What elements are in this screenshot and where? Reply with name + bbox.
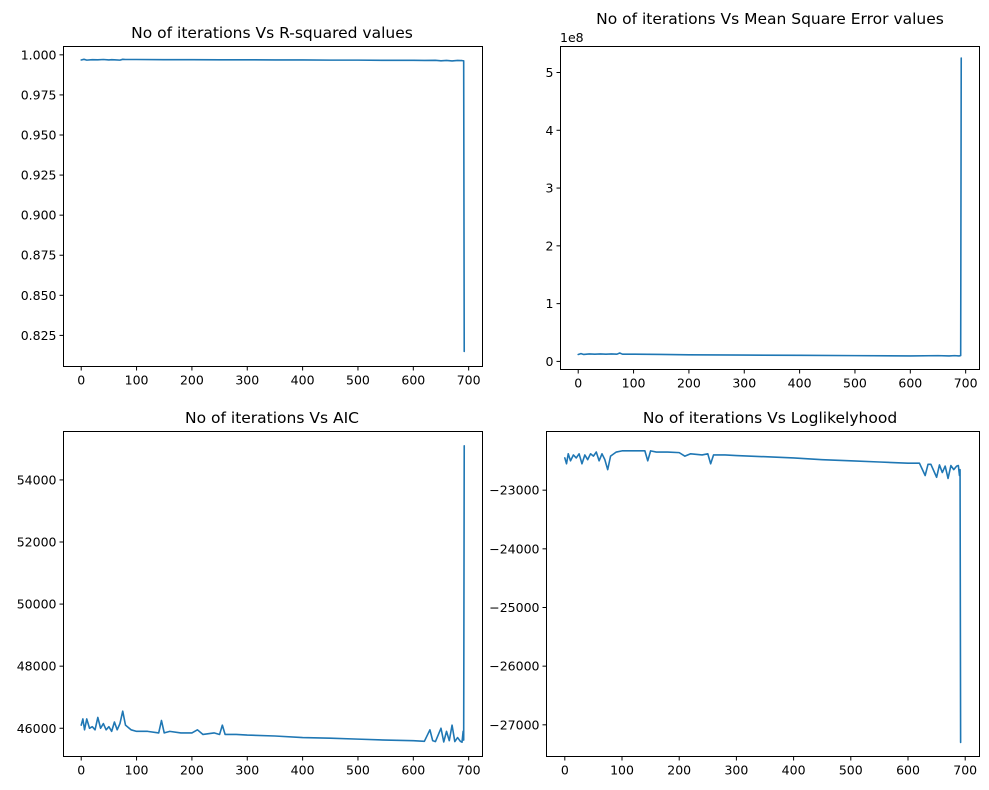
plot-frame bbox=[63, 46, 483, 367]
x-axis: 0 100 200 300 400 500 600 700 bbox=[561, 756, 977, 778]
y-axis: 0 1 2 3 4 5 bbox=[546, 65, 561, 369]
x-tick-label: 400 bbox=[788, 376, 812, 391]
series-line-mse bbox=[577, 57, 963, 357]
y-tick-label: 0.825 bbox=[21, 328, 57, 343]
y-offset-text: 1e8 bbox=[560, 30, 584, 45]
y-tick-label: 0.900 bbox=[21, 208, 57, 223]
subplot-r-squared: No of iterations Vs R-squared values 0 10… bbox=[21, 24, 483, 388]
x-tick-label: 0 bbox=[561, 763, 569, 778]
x-tick-label: 100 bbox=[622, 376, 646, 391]
x-tick-label: 700 bbox=[953, 763, 977, 778]
y-tick-label: −25000 bbox=[489, 600, 539, 615]
y-tick-label: 4 bbox=[546, 123, 554, 138]
chart-title: No of iterations Vs Loglikelyhood bbox=[643, 409, 897, 427]
y-tick-label: 0.950 bbox=[21, 127, 57, 142]
x-tick-label: 700 bbox=[457, 373, 481, 388]
x-axis: 0 100 200 300 400 500 600 700 bbox=[574, 369, 978, 391]
x-tick-label: 200 bbox=[667, 763, 691, 778]
y-tick-label: −26000 bbox=[489, 659, 539, 674]
x-tick-label: 500 bbox=[346, 763, 370, 778]
x-tick-label: 200 bbox=[180, 763, 204, 778]
x-tick-label: 600 bbox=[898, 376, 922, 391]
x-tick-label: 600 bbox=[401, 373, 425, 388]
y-tick-label: 0 bbox=[546, 354, 554, 369]
y-axis: 0.825 0.850 0.875 0.900 0.925 0.950 0.975 1.000 bbox=[21, 47, 64, 343]
x-tick-label: 200 bbox=[180, 373, 204, 388]
x-tick-label: 100 bbox=[125, 763, 149, 778]
x-tick-label: 300 bbox=[724, 763, 748, 778]
y-tick-label: 46000 bbox=[17, 721, 57, 736]
x-tick-label: 400 bbox=[291, 373, 315, 388]
x-tick-label: 600 bbox=[401, 763, 425, 778]
y-tick-label: 1 bbox=[546, 296, 554, 311]
y-tick-label: −24000 bbox=[489, 541, 539, 556]
y-tick-label: 54000 bbox=[17, 472, 57, 487]
y-tick-label: −23000 bbox=[489, 483, 539, 498]
x-tick-label: 300 bbox=[235, 763, 259, 778]
y-tick-label: 1.000 bbox=[21, 47, 57, 62]
x-tick-label: 400 bbox=[291, 763, 315, 778]
y-tick-label: 48000 bbox=[17, 659, 57, 674]
y-axis: −27000 −26000 −25000 −24000 −23000 bbox=[489, 483, 547, 732]
x-tick-label: 200 bbox=[677, 376, 701, 391]
chart-title: No of iterations Vs R-squared values bbox=[131, 24, 413, 42]
plot-frame bbox=[546, 431, 980, 757]
chart-title: No of iterations Vs Mean Square Error va… bbox=[596, 10, 944, 28]
y-tick-label: 3 bbox=[546, 181, 554, 196]
series-line-r-squared bbox=[80, 58, 466, 353]
x-tick-label: 500 bbox=[839, 763, 863, 778]
x-tick-label: 100 bbox=[125, 373, 149, 388]
x-tick-label: 300 bbox=[732, 376, 756, 391]
x-tick-label: 300 bbox=[235, 373, 259, 388]
y-tick-label: 0.875 bbox=[21, 248, 57, 263]
x-tick-label: 0 bbox=[77, 763, 85, 778]
subplot-aic: No of iterations Vs AIC 0 100 200 300 400 500… bbox=[17, 409, 483, 778]
x-axis: 0 100 200 300 400 500 600 700 bbox=[77, 366, 481, 388]
plot-frame bbox=[63, 431, 483, 757]
y-tick-label: 0.975 bbox=[21, 87, 57, 102]
y-tick-label: 5 bbox=[546, 65, 554, 80]
series-line-loglikelyhood bbox=[564, 450, 962, 744]
y-tick-label: −27000 bbox=[489, 717, 539, 732]
x-axis: 0 100 200 300 400 500 600 700 bbox=[77, 756, 481, 778]
subplot-mse: No of iterations Vs Mean Square Error va… bbox=[546, 10, 980, 391]
y-tick-label: 50000 bbox=[17, 597, 57, 612]
x-tick-label: 500 bbox=[843, 376, 867, 391]
subplot-loglikelyhood: No of iterations Vs Loglikelyhood 0 100 20… bbox=[489, 409, 980, 778]
y-tick-label: 0.925 bbox=[21, 168, 57, 183]
series-line-aic bbox=[80, 444, 466, 744]
x-tick-label: 400 bbox=[782, 763, 806, 778]
chart-title: No of iterations Vs AIC bbox=[185, 409, 359, 427]
plot-frame bbox=[560, 46, 980, 370]
x-tick-label: 700 bbox=[954, 376, 978, 391]
y-tick-label: 2 bbox=[546, 238, 554, 253]
y-tick-label: 0.850 bbox=[21, 288, 57, 303]
x-tick-label: 0 bbox=[574, 376, 582, 391]
y-tick-label: 52000 bbox=[17, 535, 57, 550]
x-tick-label: 500 bbox=[346, 373, 370, 388]
x-tick-label: 600 bbox=[896, 763, 920, 778]
y-axis: 46000 48000 50000 52000 54000 bbox=[17, 472, 64, 736]
x-tick-label: 0 bbox=[77, 373, 85, 388]
x-tick-label: 100 bbox=[610, 763, 634, 778]
x-tick-label: 700 bbox=[457, 763, 481, 778]
